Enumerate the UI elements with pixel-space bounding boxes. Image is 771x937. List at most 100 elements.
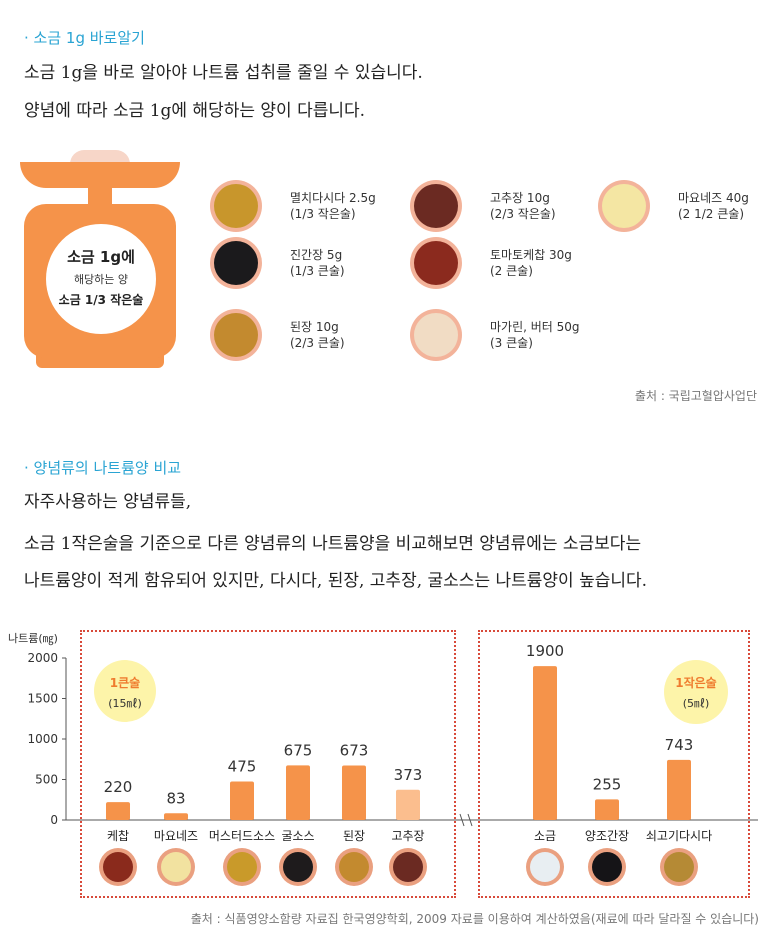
badge-tablespoon: 1큰술 (15㎖) [94,660,156,722]
condiment-label-1: 진간장 5g (1/3 큰술) [290,247,345,279]
condiment-dish-4 [410,237,462,289]
condiment-amount: (2/3 큰술) [290,336,345,350]
food-dish-1 [157,848,195,886]
category-label: 쇠고기다시다 [646,829,712,843]
food-dish-fill [227,852,257,882]
food-dish-fill [283,852,313,882]
category-label: 소금 [534,829,556,843]
section-title-salt: · 소금 1g 바로알기 [24,29,145,47]
y-tick-label: 1500 [27,692,58,706]
category-label: 마요네즈 [154,829,198,843]
condiment-name: 토마토케찹 30g [490,248,572,262]
food-dish-8 [660,848,698,886]
bar-value-label: 743 [665,736,694,754]
bar-2 [230,781,254,820]
badge-teaspoon-label: 1작은술 [675,676,717,690]
food-dish-fill [664,852,694,882]
sodium-bar-chart: 나트륨(㎎) 0 500 1000 1500 2000 220 케찹 83 마요네즈 475 머스터드… [8,632,758,843]
bar-value-label: 1900 [526,642,564,660]
condiment-dish-3 [410,180,462,232]
food-dish-fill [103,852,133,882]
bar-value-label: 255 [593,775,622,793]
group-box-tablespoon [80,630,456,898]
scale-text-1: 소금 1g에 [67,248,135,266]
bar-7 [595,799,619,820]
food-dish-7 [588,848,626,886]
category-label: 굴소스 [281,829,314,843]
bar-8 [667,759,691,820]
condiment-name: 고추장 10g [490,191,550,205]
y-tick-label: 0 [50,813,58,827]
bar-4 [342,765,366,820]
condiment-dish-fill [414,184,458,228]
bar-5 [396,789,420,820]
comparison-line-2: 소금 1작은술을 기준으로 다른 양념류의 나트륨양을 비교해보면 양념류에는 … [24,534,642,554]
condiment-dish-fill [214,184,258,228]
condiment-label-6: 마요네즈 40g (2 1/2 큰술) [678,190,749,222]
badge-teaspoon-volume: (5㎖) [682,697,710,710]
condiment-label-3: 고추장 10g (2/3 작은술) [490,190,556,222]
condiment-dish-fill [602,184,646,228]
condiment-label-2: 된장 10g (2/3 큰술) [290,319,345,351]
condiment-label-0: 멸치다시다 2.5g (1/3 작은술) [290,190,376,222]
source-2: 출처 : 식품영양소함량 자료집 한국영양학회, 2009 자료를 이용하여 계… [190,912,759,926]
axis-break-mark [459,813,465,827]
food-dish-fill [393,852,423,882]
condiment-amount: (2 1/2 큰술) [678,207,745,221]
condiment-dish-fill [414,241,458,285]
condiment-dish-2 [210,309,262,361]
badge-tablespoon-volume: (15㎖) [108,697,142,710]
category-label: 양조간장 [585,829,629,843]
y-tick-label: 1000 [27,732,58,746]
condiment-name: 마가린, 버터 50g [490,320,580,334]
bar-6 [533,666,557,820]
axis-break-mark [467,813,473,827]
bar-3 [286,765,310,820]
food-dish-6 [526,848,564,886]
badge-tablespoon-label: 1큰술 [109,676,141,690]
condiment-amount: (2/3 작은술) [490,207,556,221]
comparison-line-3: 나트륨양이 적게 함유되어 있지만, 다시다, 된장, 고추장, 굴소스는 나트… [24,571,648,591]
food-dish-0 [99,848,137,886]
scale-face: 소금 1g에 해당하는 양 소금 1/3 작은술 [46,224,156,334]
bar-value-label: 83 [166,789,185,807]
condiment-name: 된장 10g [290,320,339,334]
food-dish-fill [592,852,622,882]
intro-line-2: 양념에 따라 소금 1g에 해당하는 양이 다릅니다. [24,101,366,121]
food-dish-fill [339,852,369,882]
scale-pan [20,162,180,188]
category-label: 케찹 [107,829,129,843]
food-dish-5 [389,848,427,886]
condiment-name: 진간장 5g [290,248,343,262]
y-tick-label: 500 [35,773,58,787]
bar-value-label: 673 [340,741,369,759]
badge-teaspoon: 1작은술 (5㎖) [664,660,728,724]
bar-value-label: 220 [104,778,133,796]
condiment-dish-0 [210,180,262,232]
condiment-amount: (1/3 작은술) [290,207,356,221]
y-tick-label: 2000 [27,651,58,665]
source-1: 출처 : 국립고혈압사업단 [634,389,757,403]
food-dish-2 [223,848,261,886]
category-label: 된장 [343,829,365,843]
y-axis-label: 나트륨(㎎) [8,632,58,645]
food-dish-4 [335,848,373,886]
group-box-teaspoon [478,630,750,898]
bar-1 [164,813,188,820]
scale-text-3: 소금 1/3 작은술 [58,293,144,307]
food-dish-fill [530,852,560,882]
category-label: 고추장 [391,829,424,843]
scale-illustration: 소금 1g에 해당하는 양 소금 1/3 작은술 [20,148,190,368]
condiment-dish-6 [598,180,650,232]
food-dish-fill [161,852,191,882]
bar-value-label: 675 [284,741,313,759]
condiment-dish-fill [214,241,258,285]
category-label: 머스터드소스 [209,829,275,843]
comparison-line-1: 자주사용하는 양념류들, [24,492,192,512]
bar-value-label: 475 [228,758,257,776]
condiment-amount: (3 큰술) [490,336,533,350]
intro-line-1: 소금 1g을 바로 알아야 나트륨 섭취를 줄일 수 있습니다. [24,63,423,83]
condiment-amount: (2 큰술) [490,264,533,278]
condiment-dish-fill [214,313,258,357]
condiment-label-4: 토마토케찹 30g (2 큰술) [490,247,572,279]
